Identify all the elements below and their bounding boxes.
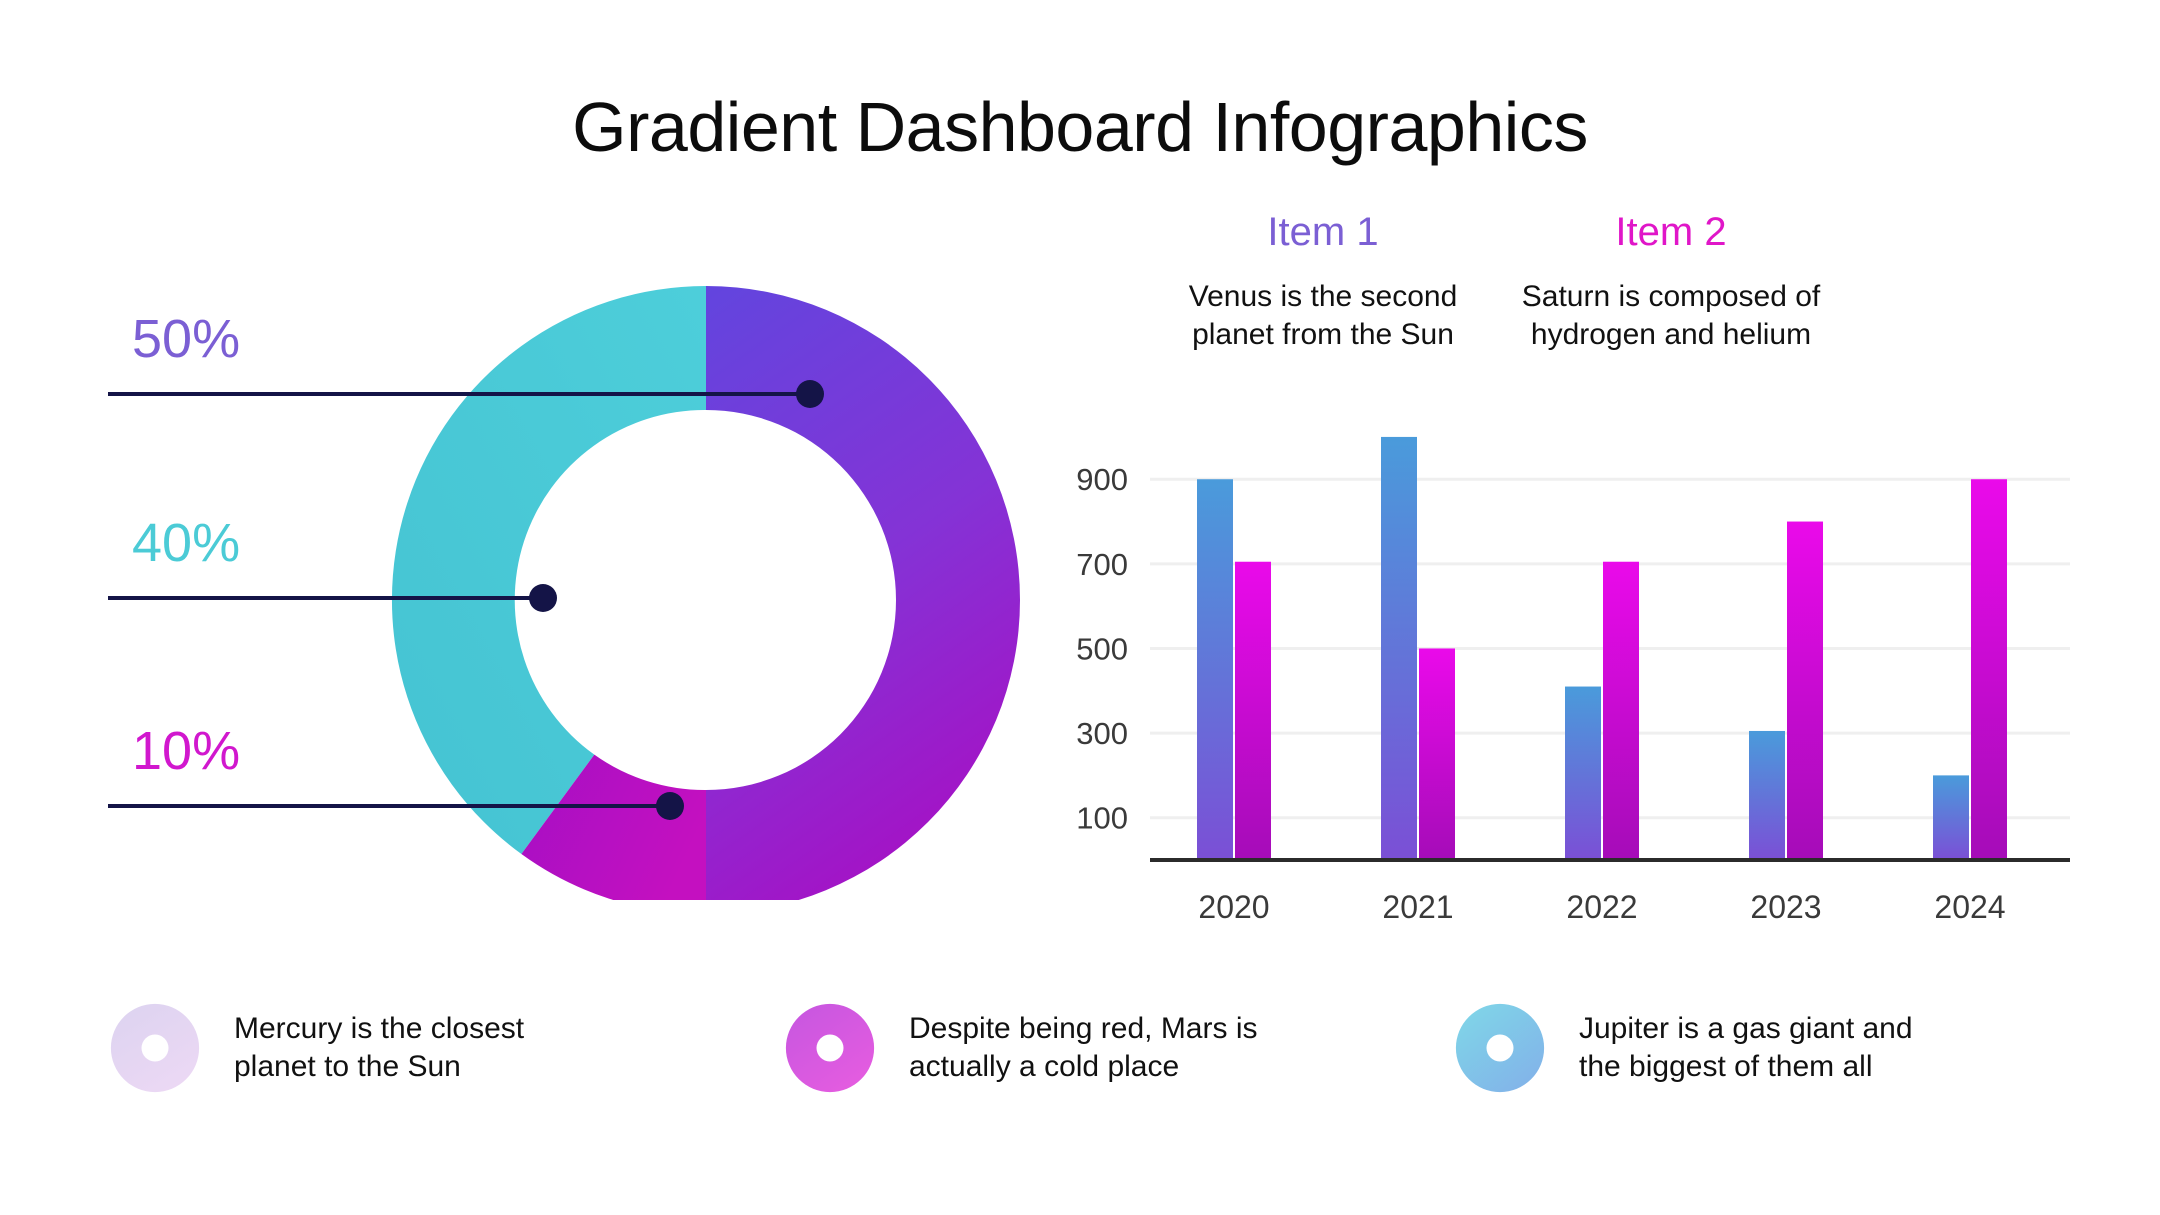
- donut-icon: [110, 1003, 200, 1093]
- item-title-2: Item 2: [1615, 210, 1727, 254]
- legend-label-mars: Despite being red, Mars is actually a co…: [909, 1011, 1258, 1083]
- chart-x-axis: 2020 2021 2022 2023 2024: [1198, 889, 2005, 925]
- y-tick-label: 100: [1076, 801, 1128, 836]
- grouped-bar-chart: 100 300 500 700 900 2020 2021 2022 2023 2024: [1076, 436, 2070, 925]
- leader-dot-10: [656, 792, 684, 820]
- y-tick-label: 900: [1076, 462, 1128, 497]
- donut-leader-lines: [108, 380, 824, 820]
- donut-chart-svg: [108, 286, 1020, 900]
- bar-2022-series1[interactable]: [1565, 686, 1601, 860]
- item-description-2: Saturn is composed of hydrogen and heliu…: [1521, 280, 1821, 351]
- item-header-1: Item 1 Venus is the second planet from t…: [1158, 212, 1488, 354]
- leader-dot-50: [796, 380, 824, 408]
- donut-chart-panel: 50% 40% 10%: [0, 200, 1060, 900]
- legend-label-mercury: Mercury is the closest planet to the Sun: [234, 1011, 525, 1083]
- y-tick-label: 700: [1076, 547, 1128, 582]
- chart-y-axis: 100 300 500 700 900: [1076, 462, 1128, 835]
- donut-segment-50[interactable]: [706, 286, 1020, 900]
- item-header-2: Item 2 Saturn is composed of hydrogen an…: [1506, 212, 1836, 354]
- leader-dot-40: [529, 584, 557, 612]
- bar-2022-series2[interactable]: [1603, 561, 1639, 860]
- bar-2024-series1[interactable]: [1933, 775, 1969, 860]
- donut-icon: [1455, 1003, 1545, 1093]
- legend-item-jupiter[interactable]: Jupiter is a gas giant and the biggest o…: [1455, 1003, 1913, 1093]
- bar-2023-series1[interactable]: [1749, 730, 1785, 860]
- y-tick-label: 300: [1076, 716, 1128, 751]
- bar-2021-series2[interactable]: [1419, 648, 1455, 860]
- bar-2024-series2[interactable]: [1971, 479, 2007, 860]
- x-tick-label: 2021: [1382, 889, 1453, 925]
- bar-2021-series1[interactable]: [1381, 436, 1417, 860]
- donut-segment-10[interactable]: [521, 754, 706, 900]
- donut-label-50: 50%: [132, 309, 241, 369]
- y-tick-label: 500: [1076, 631, 1128, 666]
- legend-row: Mercury is the closest planet to the Sun…: [0, 985, 2160, 1165]
- donut-label-10: 10%: [132, 721, 241, 781]
- x-tick-label: 2024: [1934, 889, 2005, 925]
- bar-chart-panel: Item 1 Venus is the second planet from t…: [1076, 212, 2150, 972]
- donut-icon: [785, 1003, 875, 1093]
- item-description-1: Venus is the second planet from the Sun: [1188, 280, 1458, 351]
- bar-2023-series2[interactable]: [1787, 521, 1823, 860]
- bar-2020-series1[interactable]: [1197, 479, 1233, 860]
- bar-2020-series2[interactable]: [1235, 561, 1271, 860]
- page-title: Gradient Dashboard Infographics: [572, 88, 1588, 166]
- legend-item-mars[interactable]: Despite being red, Mars is actually a co…: [785, 1003, 1258, 1093]
- donut-segment-40[interactable]: [391, 286, 706, 855]
- x-tick-label: 2023: [1750, 889, 1821, 925]
- item-title-1: Item 1: [1267, 210, 1379, 254]
- legend-item-mercury[interactable]: Mercury is the closest planet to the Sun: [110, 1003, 524, 1093]
- x-tick-label: 2020: [1198, 889, 1269, 925]
- x-tick-label: 2022: [1566, 889, 1637, 925]
- donut-label-40: 40%: [132, 513, 241, 573]
- legend-label-jupiter: Jupiter is a gas giant and the biggest o…: [1579, 1011, 1913, 1083]
- chart-bars: [1197, 436, 2007, 860]
